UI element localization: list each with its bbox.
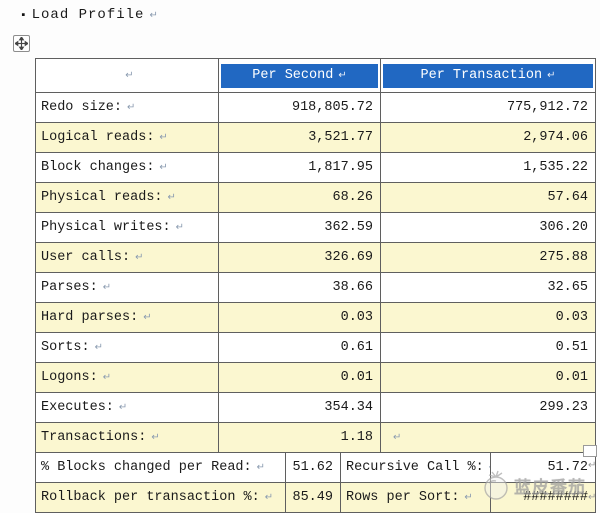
return-mark-icon: ↵ [489,462,490,473]
table-header-row: ↵ Per Second ↵ Per Transaction ↵ [35,58,596,93]
stat-label-cell: % Blocks changed per Read: ↵ [35,452,286,483]
table-row: Block changes: ↵ 1,817.95 1,535.22 [35,152,596,183]
move-icon [15,37,28,50]
end-of-row-mark: ↵ [588,492,597,503]
return-mark-icon: ↵ [151,432,160,443]
table-row: User calls: ↵ 326.69 275.88 [35,242,596,273]
stat-value-cell: 51.62 [285,452,341,483]
row-label-cell: Physical reads: ↵ [35,182,219,213]
per-transaction-value: 0.03 [380,302,596,333]
return-mark-icon: ↵ [102,282,112,293]
table-move-handle[interactable] [13,35,30,52]
per-transaction-value: 299.23 [380,392,596,423]
row-label-cell: Logical reads: ↵ [35,122,219,153]
return-mark-icon: ↵ [159,132,168,143]
header-per-transaction: Per Transaction ↵ [380,58,596,93]
header-per-second: Per Second ↵ [218,58,381,93]
per-transaction-value: 32.65 [380,272,596,303]
per-transaction-value: 1,535.22 [380,152,596,183]
table-row: Physical writes: ↵ 362.59 306.20 [35,212,596,243]
header-per-transaction-label: Per Transaction [420,67,543,83]
table-row: Hard parses: ↵ 0.03 0.03 [35,302,596,333]
table-row: Physical reads: ↵ 68.26 57.64 [35,182,596,213]
per-transaction-value: 2,974.06 [380,122,596,153]
per-second-value: 0.61 [218,332,381,363]
per-second-value: 1.18 [218,422,381,453]
return-mark-icon: ↵ [127,102,136,113]
paragraph-mark-icon: ↵ [149,10,159,21]
return-mark-icon: ↵ [102,372,112,383]
row-label-cell: Hard parses: ↵ [35,302,219,333]
bullet-icon: ▪ [20,10,28,22]
return-mark-icon: ↵ [264,492,274,503]
return-mark-icon: ↵ [135,252,144,263]
stat-label-cell: Rollback per transaction %: ↵ [35,482,286,513]
row-label-cell: Redo size: ↵ [35,92,219,123]
return-mark-icon: ↵ [125,70,134,81]
table-row: Parses: ↵ 38.66 32.65 [35,272,596,303]
stat-value-cell: ######## [490,482,596,513]
per-second-value: 0.03 [218,302,381,333]
per-second-value: 362.59 [218,212,381,243]
return-mark-icon: ↵ [118,402,128,413]
return-mark-icon: ↵ [256,462,266,473]
per-second-value: 0.01 [218,362,381,393]
row-label-cell: Parses: ↵ [35,272,219,303]
per-transaction-value: 57.64 [380,182,596,213]
page-title: ▪ Load Profile ↵ [20,7,159,23]
per-second-value: 326.69 [218,242,381,273]
return-mark-icon: ↵ [338,69,347,81]
end-of-row-mark: ↵ [588,460,597,471]
stat-value-cell: 51.72 [490,452,596,483]
per-second-value: 38.66 [218,272,381,303]
row-label-cell: Block changes: ↵ [35,152,219,183]
per-transaction-value: 0.51 [380,332,596,363]
return-mark-icon: ↵ [159,162,168,173]
per-transaction-value: ↵ [380,422,596,453]
table-row: % Blocks changed per Read: ↵ 51.62 Recurs… [35,452,596,483]
table-resize-handle[interactable] [583,445,597,457]
row-label-cell: Executes: ↵ [35,392,219,423]
derived-stats-table: % Blocks changed per Read: ↵ 51.62 Recurs… [35,452,596,513]
table-row: Executes: ↵ 354.34 299.23 [35,392,596,423]
return-mark-icon: ↵ [167,192,176,203]
per-second-value: 918,805.72 [218,92,381,123]
per-transaction-value: 275.88 [380,242,596,273]
table-row: Logons: ↵ 0.01 0.01 [35,362,596,393]
return-mark-icon: ↵ [464,492,473,503]
header-empty-cell: ↵ [35,58,219,93]
table-row: Transactions: ↵ 1.18 ↵ [35,422,596,453]
per-second-value: 3,521.77 [218,122,381,153]
stat-label-cell: Rows per Sort: ↵ [340,482,491,513]
row-label-cell: User calls: ↵ [35,242,219,273]
table-row: Logical reads: ↵ 3,521.77 2,974.06 [35,122,596,153]
return-mark-icon: ↵ [175,222,185,233]
per-second-value: 354.34 [218,392,381,423]
return-mark-icon: ↵ [547,69,556,81]
per-second-value: 68.26 [218,182,381,213]
table-row: Rollback per transaction %: ↵ 85.49 Rows … [35,482,596,513]
per-transaction-value: 306.20 [380,212,596,243]
row-label-cell: Transactions: ↵ [35,422,219,453]
per-transaction-value: 775,912.72 [380,92,596,123]
return-mark-icon: ↵ [393,432,402,443]
per-transaction-value: 0.01 [380,362,596,393]
stat-label-cell: Recursive Call %:↵ [340,452,491,483]
per-second-value: 1,817.95 [218,152,381,183]
table-row: Redo size: ↵ 918,805.72 775,912.72 [35,92,596,123]
return-mark-icon: ↵ [94,342,103,353]
row-label-cell: Sorts: ↵ [35,332,219,363]
row-label-cell: Physical writes: ↵ [35,212,219,243]
load-profile-table: ↵ Per Second ↵ Per Transaction ↵ Redo size… [35,58,596,453]
row-label-cell: Logons: ↵ [35,362,219,393]
stat-value-cell: 85.49 [285,482,341,513]
return-mark-icon: ↵ [143,312,152,323]
table-row: Sorts: ↵ 0.61 0.51 [35,332,596,363]
header-per-second-label: Per Second [252,67,334,83]
page-title-text: Load Profile [31,7,145,23]
